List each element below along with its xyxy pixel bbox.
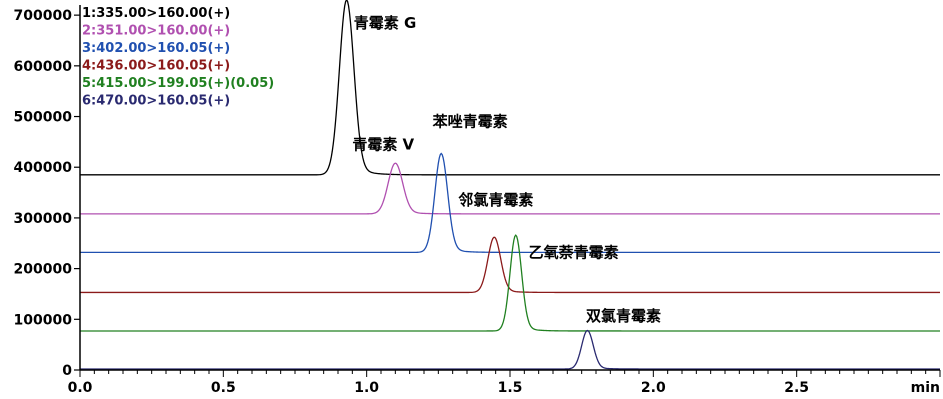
peak-label-6: 双氯青霉素 — [586, 307, 661, 325]
peak-label-5: 乙氧萘青霉素 — [529, 243, 619, 261]
legend-entry-1: 1:335.00>160.00(+) — [82, 6, 230, 21]
x-tick-label: 1.0 — [354, 380, 379, 395]
x-tick-label: 0.0 — [68, 380, 93, 395]
legend-entry-5: 5:415.00>199.05(+)(0.05) — [82, 76, 274, 91]
series-traces — [80, 0, 940, 370]
peak-label-3: 苯唑青霉素 — [432, 113, 508, 131]
x-tick-label: 2.5 — [784, 380, 809, 395]
y-tick-label: 600000 — [14, 59, 73, 75]
legend-entry-4: 4:436.00>160.05(+) — [82, 59, 230, 74]
legend-entry-2: 2:351.00>160.00(+) — [82, 24, 230, 39]
y-tick-label: 100000 — [14, 312, 73, 328]
y-tick-label: 300000 — [14, 211, 73, 227]
series-line-2 — [80, 162, 940, 215]
x-axis-label: min — [911, 380, 940, 395]
peak-label-2: 青霉素 V — [352, 135, 414, 153]
y-ticks: 0 100000 200000 300000 400000 500000 600000 700… — [14, 8, 80, 379]
legend-entry-3: 3:402.00>160.05(+) — [82, 41, 230, 56]
series-line-1 — [80, 0, 940, 176]
y-tick-label: 700000 — [14, 8, 73, 24]
y-tick-label: 200000 — [14, 262, 73, 278]
series-line-3 — [80, 152, 940, 254]
y-tick-label: 500000 — [14, 110, 73, 126]
x-tick-label: 1.5 — [498, 380, 523, 395]
y-tick-label: 0 — [62, 363, 72, 379]
series-line-6 — [80, 329, 940, 370]
series-line-5 — [80, 234, 940, 332]
peak-label-1: 青霉素 G — [354, 14, 417, 32]
legend: 1:335.00>160.00(+) 2:351.00>160.00(+) 3:40… — [82, 6, 274, 109]
x-tick-label: 2.0 — [641, 380, 666, 395]
y-tick-label: 400000 — [14, 160, 73, 176]
peak-label-4: 邻氯青霉素 — [457, 191, 533, 209]
x-ticks: 0.0 0.5 1.0 1.5 2.0 2.5 — [68, 370, 941, 396]
x-tick-label: 0.5 — [211, 380, 236, 395]
series-line-4 — [80, 236, 940, 294]
legend-entry-6: 6:470.00>160.05(+) — [82, 94, 230, 109]
